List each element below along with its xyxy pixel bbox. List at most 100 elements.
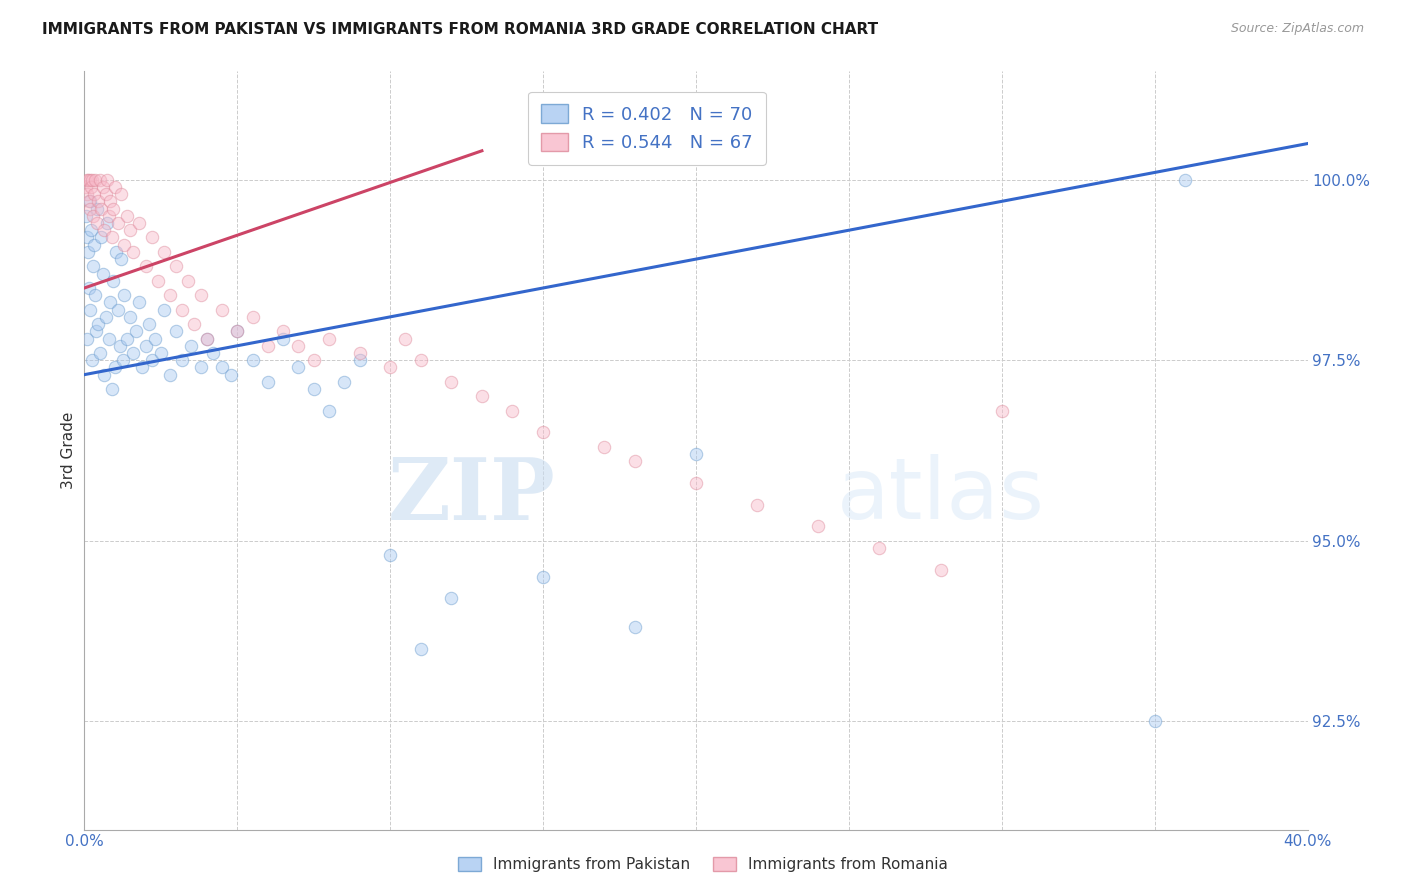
Point bbox=[165, 260, 187, 274]
Point bbox=[201, 346, 224, 360]
Point bbox=[141, 353, 163, 368]
Point bbox=[115, 332, 138, 346]
Point bbox=[115, 209, 138, 223]
Point bbox=[1143, 714, 1166, 729]
Point bbox=[110, 187, 132, 202]
Point bbox=[190, 288, 212, 302]
Point bbox=[107, 216, 129, 230]
Point bbox=[82, 209, 104, 223]
Point bbox=[349, 353, 371, 368]
Point bbox=[122, 244, 145, 259]
Point bbox=[83, 187, 105, 202]
Point bbox=[87, 194, 110, 209]
Point bbox=[1174, 172, 1197, 186]
Point bbox=[159, 368, 181, 382]
Point bbox=[79, 172, 101, 186]
Point bbox=[531, 425, 554, 440]
Point bbox=[84, 288, 107, 302]
Point bbox=[79, 302, 101, 317]
Point bbox=[128, 216, 150, 230]
Point bbox=[77, 281, 100, 295]
Point bbox=[211, 360, 233, 375]
Point bbox=[87, 317, 110, 331]
Point bbox=[110, 252, 132, 266]
Point bbox=[138, 317, 160, 331]
Point bbox=[104, 360, 127, 375]
Point bbox=[96, 216, 118, 230]
Point bbox=[101, 382, 124, 396]
Point bbox=[128, 295, 150, 310]
Point bbox=[624, 620, 647, 634]
Point bbox=[125, 324, 148, 338]
Point bbox=[103, 274, 125, 288]
Point bbox=[177, 274, 200, 288]
Point bbox=[302, 382, 325, 396]
Point bbox=[287, 360, 309, 375]
Point bbox=[257, 339, 280, 353]
Point bbox=[77, 244, 100, 259]
Text: Source: ZipAtlas.com: Source: ZipAtlas.com bbox=[1230, 22, 1364, 36]
Point bbox=[502, 403, 524, 417]
Point bbox=[807, 519, 830, 533]
Point bbox=[271, 324, 294, 338]
Point bbox=[172, 353, 194, 368]
Point bbox=[318, 403, 340, 417]
Point bbox=[409, 353, 432, 368]
Point bbox=[94, 187, 117, 202]
Point bbox=[120, 310, 142, 324]
Point bbox=[96, 172, 118, 186]
Point bbox=[219, 368, 242, 382]
Point bbox=[624, 454, 647, 468]
Point bbox=[159, 288, 181, 302]
Point bbox=[75, 209, 97, 223]
Point bbox=[112, 288, 135, 302]
Point bbox=[80, 180, 103, 194]
Point bbox=[165, 324, 187, 338]
Point bbox=[93, 223, 115, 237]
Y-axis label: 3rd Grade: 3rd Grade bbox=[60, 412, 76, 489]
Point bbox=[104, 180, 127, 194]
Point bbox=[409, 642, 432, 657]
Point bbox=[183, 317, 205, 331]
Point bbox=[143, 332, 166, 346]
Point bbox=[101, 230, 124, 244]
Point bbox=[242, 310, 264, 324]
Point bbox=[172, 302, 194, 317]
Point bbox=[195, 332, 218, 346]
Point bbox=[82, 260, 104, 274]
Point bbox=[80, 172, 103, 186]
Legend: Immigrants from Pakistan, Immigrants from Romania: Immigrants from Pakistan, Immigrants fro… bbox=[450, 849, 956, 880]
Point bbox=[98, 295, 121, 310]
Point bbox=[257, 375, 280, 389]
Point bbox=[97, 332, 120, 346]
Point bbox=[242, 353, 264, 368]
Point bbox=[112, 237, 135, 252]
Point bbox=[195, 332, 218, 346]
Point bbox=[991, 403, 1014, 417]
Point bbox=[141, 230, 163, 244]
Point bbox=[146, 274, 169, 288]
Point bbox=[149, 346, 172, 360]
Point bbox=[103, 202, 125, 216]
Point bbox=[380, 360, 402, 375]
Point bbox=[302, 353, 325, 368]
Point bbox=[89, 172, 111, 186]
Point bbox=[153, 244, 176, 259]
Point bbox=[531, 570, 554, 584]
Point bbox=[685, 475, 707, 490]
Point bbox=[394, 332, 416, 346]
Point bbox=[79, 194, 101, 209]
Point bbox=[90, 230, 112, 244]
Point bbox=[380, 548, 402, 562]
Point bbox=[122, 346, 145, 360]
Point bbox=[105, 244, 128, 259]
Point bbox=[440, 375, 463, 389]
Point bbox=[135, 339, 157, 353]
Point bbox=[869, 541, 891, 555]
Point bbox=[593, 440, 616, 454]
Point bbox=[135, 260, 157, 274]
Point bbox=[90, 202, 112, 216]
Point bbox=[77, 172, 100, 186]
Point bbox=[91, 180, 114, 194]
Point bbox=[80, 353, 103, 368]
